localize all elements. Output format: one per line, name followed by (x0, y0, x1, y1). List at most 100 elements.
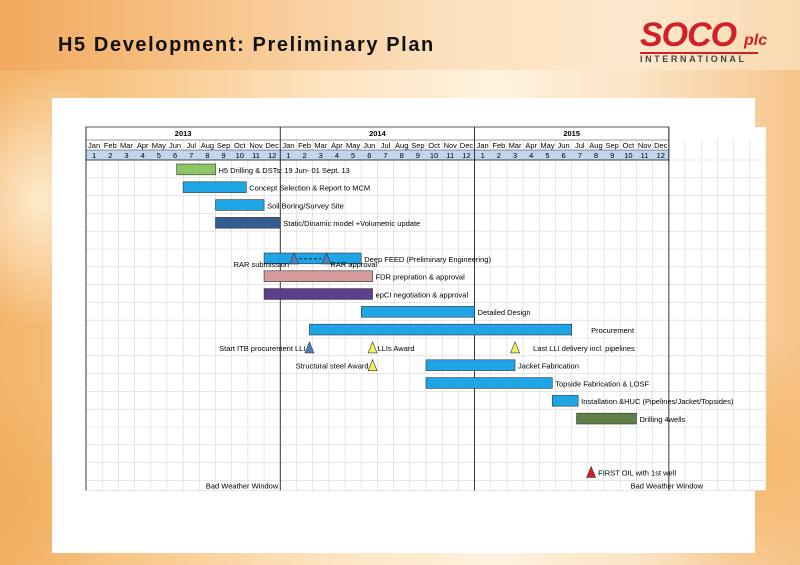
milestone-marker (586, 465, 597, 478)
task-label: Topside Fabrication & LOSF (555, 379, 649, 388)
month-label: Apr (525, 141, 537, 150)
task-bar (551, 395, 579, 407)
month-number-label: 2 (302, 151, 306, 160)
month-number-label: 1 (286, 151, 290, 160)
month-number-label: 10 (624, 151, 632, 160)
month-label: Sep (411, 141, 424, 150)
month-number-label: 10 (430, 151, 438, 160)
month-label: Jun (558, 141, 570, 150)
month-label: Feb (492, 141, 505, 150)
month-number-label: 12 (657, 151, 665, 160)
task-bar (263, 288, 373, 300)
task-label: Soil Boring/Survey Site (267, 201, 344, 210)
milestone-marker (304, 341, 315, 354)
month-label: May (540, 141, 554, 150)
year-label: 2014 (369, 129, 387, 138)
month-number-label: 1 (92, 151, 96, 160)
month-number-label: 4 (335, 151, 339, 160)
milestone-label: RAR approval (330, 260, 377, 269)
month-number-label: 7 (189, 151, 193, 160)
milestone-label: RAR submission (234, 260, 289, 269)
milestone-label: Last LLI delivery incl. pipelines (533, 344, 635, 353)
task-label: Jacket Fabrication (518, 362, 579, 371)
task-label: Concept Selection & Report to MCM (249, 184, 370, 193)
task-label: Detailed Design (478, 308, 531, 317)
task-bar (215, 217, 281, 229)
month-label: Aug (589, 141, 602, 150)
month-label: Dec (460, 141, 474, 150)
task-bar (263, 252, 362, 265)
month-number-label: 4 (141, 151, 145, 160)
month-label: Oct (623, 141, 636, 150)
month-label: Apr (331, 141, 343, 150)
month-label: Mar (509, 141, 522, 150)
month-number-label: 6 (173, 151, 177, 160)
slide-title: H5 Development: Preliminary Plan (58, 34, 435, 56)
milestone-marker (367, 341, 378, 354)
month-label: Jul (381, 141, 391, 150)
logo-suffix: plc (744, 32, 768, 49)
milestone-marker (321, 252, 332, 265)
milestone-label: Structural steel Award (296, 362, 369, 371)
task-label: Deep FEED (Preliminary Engineering) (364, 255, 491, 264)
month-number-label: 2 (497, 151, 501, 160)
task-bar (425, 377, 553, 389)
month-label: Apr (137, 141, 149, 150)
month-label: Mar (314, 141, 327, 150)
month-label: Sep (217, 141, 230, 150)
task-bar (360, 306, 475, 318)
month-number-label: 1 (481, 151, 485, 160)
month-label: Aug (395, 141, 408, 150)
task-bar (215, 199, 265, 211)
month-label: Nov (638, 141, 652, 150)
month-number-label: 9 (610, 151, 614, 160)
month-number-label: 5 (545, 151, 549, 160)
month-label: Jan (88, 141, 100, 150)
month-number-label: 5 (157, 151, 161, 160)
month-number-label: 7 (383, 151, 387, 160)
month-number-label: 4 (529, 151, 533, 160)
month-number-label: 3 (513, 151, 517, 160)
month-number-label: 5 (351, 151, 355, 160)
milestone-marker (367, 358, 378, 372)
task-label: Static/Dinamic model +Volumetric update (283, 219, 420, 228)
month-label: Jun (169, 141, 181, 150)
milestone-label: Start ITB procurement LLI (219, 344, 305, 353)
milestone-marker (289, 252, 299, 265)
month-number-label: 11 (446, 151, 454, 160)
month-label: Nov (249, 141, 263, 150)
month-number-label: 9 (222, 151, 226, 160)
logo-underline (640, 52, 758, 54)
bad-weather-note: Bad Weather Window (631, 481, 704, 490)
logo-wordmark: SOCO (640, 16, 737, 54)
month-label: Feb (104, 141, 117, 150)
month-label: Sep (605, 141, 618, 150)
task-bar (176, 163, 216, 176)
logo-subtitle: INTERNATIONAL (640, 54, 747, 64)
task-bar (182, 181, 247, 193)
task-bar (425, 359, 516, 371)
month-label: Oct (234, 141, 247, 150)
month-number-label: 2 (108, 151, 112, 160)
task-bar (309, 323, 573, 336)
month-label: Dec (654, 141, 668, 150)
month-label: Jul (186, 141, 196, 150)
month-number-label: 3 (124, 151, 128, 160)
year-label: 2013 (175, 129, 192, 138)
task-label: Drilling 4wells (639, 415, 685, 424)
month-number-label: 7 (578, 151, 582, 160)
month-label: Jan (477, 141, 489, 150)
month-number-label: 11 (641, 151, 649, 160)
month-label: May (346, 141, 360, 150)
month-label: May (152, 141, 166, 150)
milestone-marker (510, 341, 520, 354)
month-label: Jul (575, 141, 585, 150)
month-number-label: 8 (594, 151, 598, 160)
milestone-label: LLIs Award (378, 344, 415, 353)
month-label: Aug (201, 141, 214, 150)
month-number-label: 11 (252, 151, 260, 160)
month-number-label: 9 (416, 151, 420, 160)
milestone-label: FIRST OIL with 1st well (598, 469, 676, 478)
month-label: Feb (298, 141, 311, 150)
